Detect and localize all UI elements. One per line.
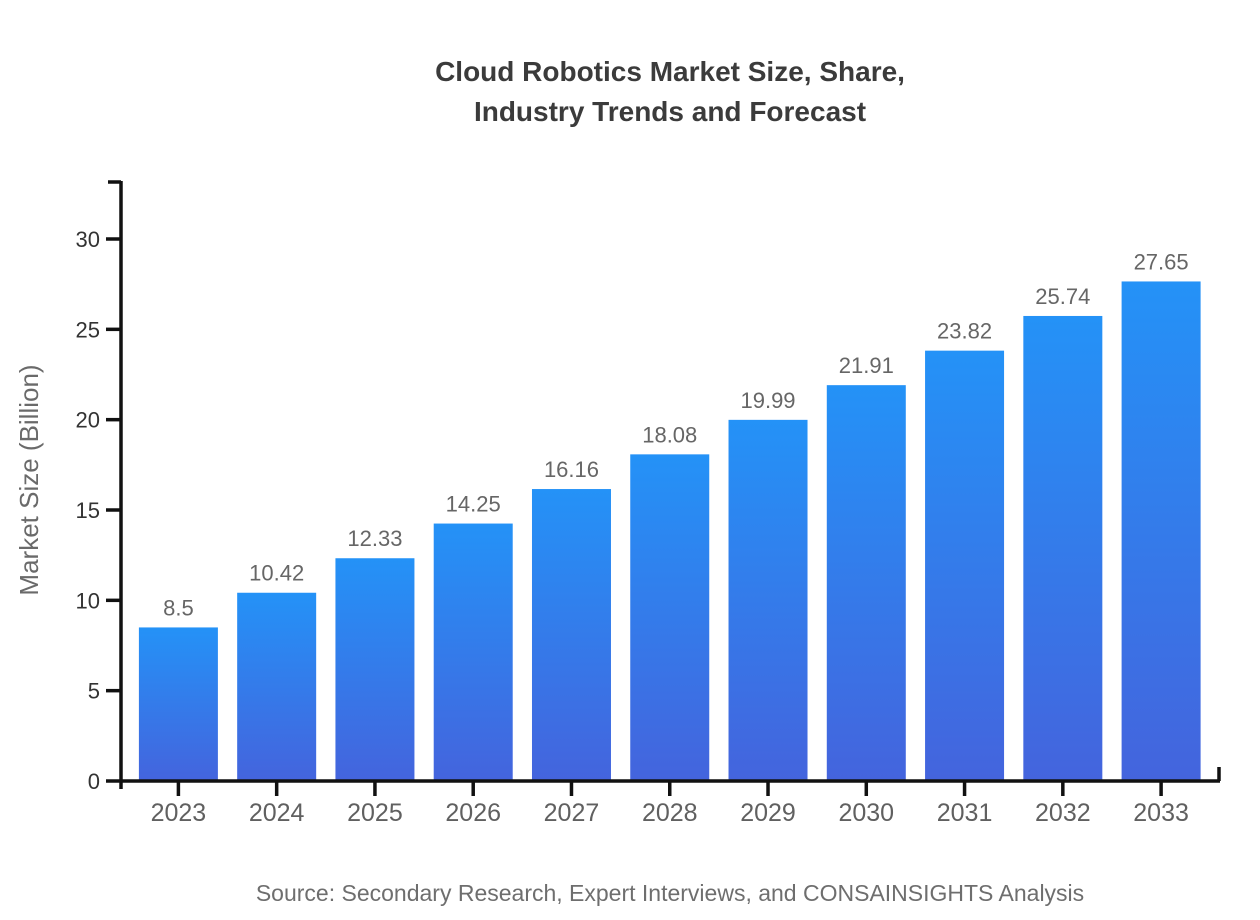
bar [630, 454, 710, 781]
y-axis-title: Market Size (Billion) [14, 364, 44, 595]
chart-title-line-1: Cloud Robotics Market Size, Share, [435, 56, 905, 87]
bar-value-label: 19.99 [740, 388, 795, 413]
x-tick-label: 2028 [642, 799, 698, 827]
chart-title-line-2: Industry Trends and Forecast [474, 96, 866, 127]
x-tick-label: 2024 [249, 799, 305, 827]
bar [728, 419, 808, 781]
bar-value-label: 27.65 [1134, 249, 1189, 274]
bar [925, 350, 1005, 781]
bar [237, 592, 317, 781]
x-tick-label: 2033 [1133, 799, 1189, 827]
x-axis: 2023 2024 2025 2026 2027 2028 2029 2030 2031 2032… [121, 767, 1221, 827]
y-tick-label: 10 [76, 588, 100, 613]
bar [531, 489, 611, 781]
bar-value-label: 10.42 [249, 561, 304, 586]
y-tick-label: 25 [76, 317, 100, 342]
bar-value-label: 8.5 [163, 595, 194, 620]
y-tick-label: 15 [76, 498, 100, 523]
bar [1023, 315, 1103, 781]
value-labels-group: 8.5 10.42 12.33 14.25 16.16 18.08 19.99 21.91 23… [163, 249, 1189, 620]
bar-value-label: 21.91 [839, 353, 894, 378]
bar-value-label: 16.16 [544, 457, 599, 482]
bar [138, 627, 218, 781]
x-tick-label: 2030 [838, 799, 894, 827]
y-tick-label: 5 [88, 679, 100, 704]
bar [1121, 281, 1201, 781]
x-tick-label: 2027 [544, 799, 600, 827]
bar-value-label: 23.82 [937, 319, 992, 344]
y-axis: 0 5 10 15 20 25 30 [76, 180, 123, 794]
bar-value-label: 18.08 [642, 422, 697, 447]
y-tick-label: 30 [76, 227, 100, 252]
y-tick-label: 0 [88, 769, 100, 794]
x-tick-label: 2026 [445, 799, 501, 827]
y-tick-label: 20 [76, 408, 100, 433]
bar-value-label: 14.25 [446, 492, 501, 517]
x-tick-label: 2031 [937, 799, 993, 827]
x-tick-label: 2029 [740, 799, 796, 827]
bar [433, 523, 513, 781]
x-tick-label: 2025 [347, 799, 403, 827]
bar [335, 558, 415, 781]
bar-value-label: 25.74 [1035, 284, 1090, 309]
bar-value-label: 12.33 [347, 526, 402, 551]
bars-group [138, 281, 1201, 781]
source-note: Source: Secondary Research, Expert Inter… [256, 880, 1084, 906]
x-tick-label: 2023 [151, 799, 207, 827]
x-tick-label: 2032 [1035, 799, 1091, 827]
bar [826, 385, 906, 781]
